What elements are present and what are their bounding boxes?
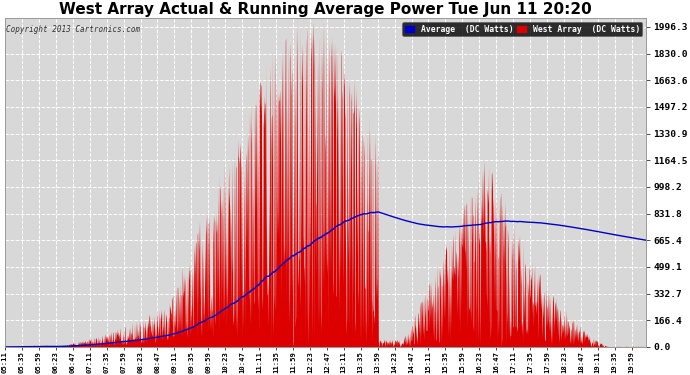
Legend: Average  (DC Watts), West Array  (DC Watts): Average (DC Watts), West Array (DC Watts… [402, 22, 642, 36]
Title: West Array Actual & Running Average Power Tue Jun 11 20:20: West Array Actual & Running Average Powe… [59, 2, 592, 17]
Text: Copyright 2013 Cartronics.com: Copyright 2013 Cartronics.com [6, 26, 141, 34]
